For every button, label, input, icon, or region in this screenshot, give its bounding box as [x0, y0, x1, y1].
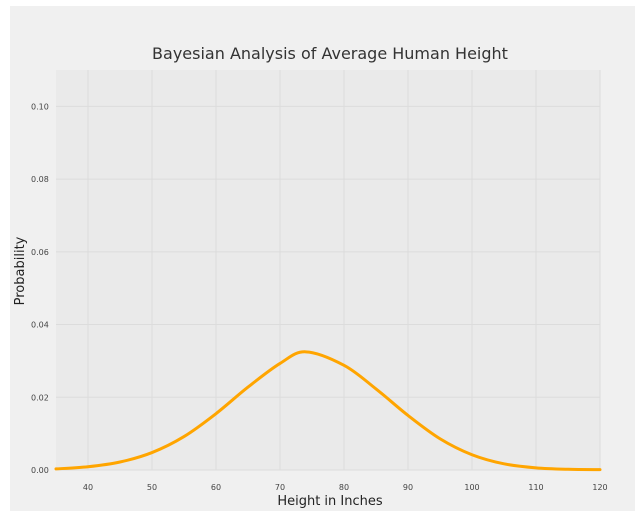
- x-tick-label: 50: [147, 483, 157, 492]
- y-tick-label: 0.02: [31, 393, 49, 402]
- x-tick-label: 60: [211, 483, 221, 492]
- y-tick-label: 0.10: [31, 102, 49, 111]
- x-tick-label: 80: [339, 483, 349, 492]
- x-tick-label: 70: [275, 483, 285, 492]
- x-axis-label: Height in Inches: [277, 494, 383, 509]
- y-axis-label: Probability: [13, 236, 28, 305]
- grid: [56, 70, 601, 471]
- chart-title: Bayesian Analysis of Average Human Heigh…: [152, 44, 508, 63]
- y-tick-label: 0.08: [31, 175, 49, 184]
- series-layer: [54, 350, 602, 472]
- tick-labels: 40 50 60 70 80 90 100 110 120 0.00 0.02 0.04 0.06 0.0…: [31, 102, 608, 492]
- x-tick-label: 40: [83, 483, 93, 492]
- y-tick-label: 0.06: [31, 248, 49, 257]
- x-tick-label: 120: [592, 483, 607, 492]
- series-line: [54, 350, 602, 472]
- plot-area: [56, 70, 600, 470]
- x-tick-label: 90: [403, 483, 413, 492]
- y-tick-label: 0.00: [31, 466, 49, 475]
- y-tick-label: 0.04: [31, 321, 49, 330]
- x-tick-label: 100: [464, 483, 479, 492]
- x-tick-label: 110: [528, 483, 543, 492]
